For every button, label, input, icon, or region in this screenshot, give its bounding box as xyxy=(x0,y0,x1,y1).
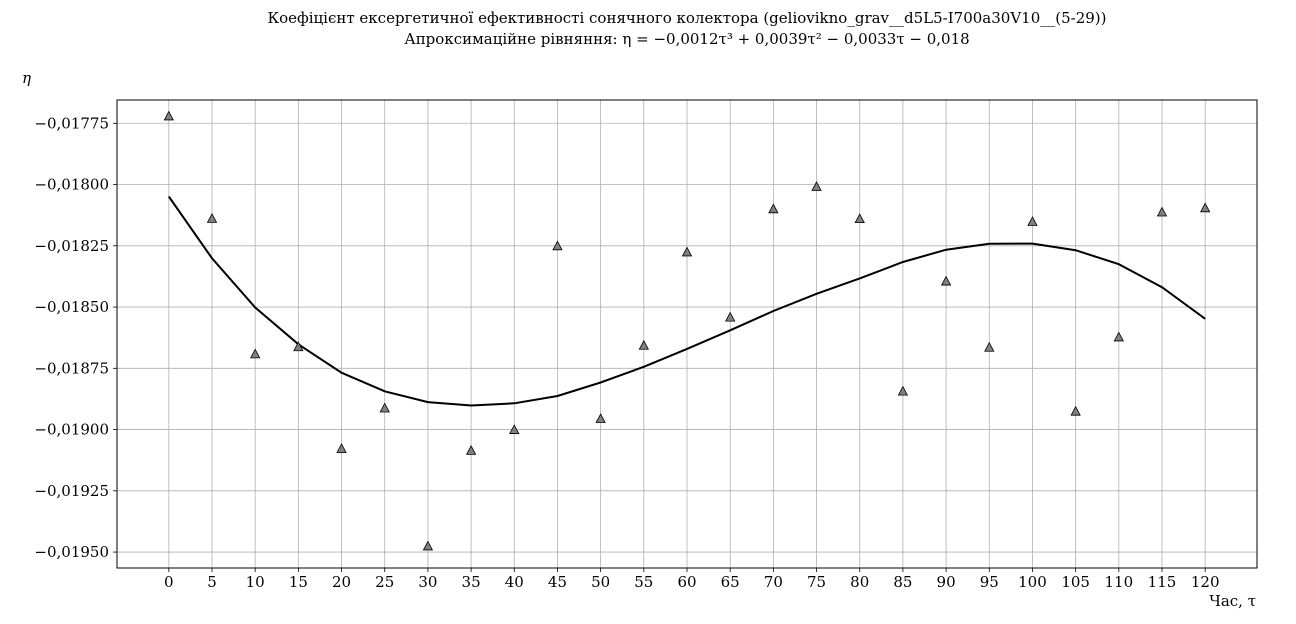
plot-frame xyxy=(116,99,1258,569)
approximation-line xyxy=(167,195,1206,407)
x-tick-label: 50 xyxy=(591,573,610,591)
x-tick-label: 110 xyxy=(1104,573,1133,591)
data-point-triangle xyxy=(422,540,434,551)
x-tick-label: 25 xyxy=(375,573,394,591)
x-tick-label: 55 xyxy=(634,573,653,591)
data-point-triangle xyxy=(163,110,174,121)
data-point-triangle xyxy=(552,240,563,251)
x-tick-label: 70 xyxy=(764,573,783,591)
x-axis-label: Час, τ xyxy=(1209,592,1256,610)
x-tick-label: 85 xyxy=(893,573,912,591)
x-tick-label: 115 xyxy=(1148,573,1177,591)
data-point-triangle xyxy=(1200,202,1211,213)
data-point-triangle xyxy=(897,385,909,396)
y-tick-label: −0,01800 xyxy=(34,176,109,194)
data-point-triangle xyxy=(1113,331,1124,342)
x-tick-label: 95 xyxy=(980,573,999,591)
data-point-triangle xyxy=(250,348,261,359)
data-point-triangle xyxy=(1070,405,1081,416)
data-point-triangle xyxy=(595,413,606,423)
data-point-triangle xyxy=(854,213,865,223)
x-tick-label: 100 xyxy=(1018,573,1047,591)
x-tick-label: 10 xyxy=(246,573,265,591)
x-tick-label: 90 xyxy=(937,573,956,591)
data-point-triangle xyxy=(681,246,693,257)
data-point-triangle xyxy=(1156,206,1168,217)
x-tick-label: 105 xyxy=(1061,573,1090,591)
data-point-triangle xyxy=(984,341,995,352)
x-tick-label: 0 xyxy=(164,573,174,591)
data-point-triangle xyxy=(509,424,520,434)
y-axis-label: η xyxy=(22,69,31,87)
data-point-triangle xyxy=(638,339,649,350)
y-tick-label: −0,01925 xyxy=(34,482,109,500)
chart-title: Коефіцієнт ексергетичної ефективності со… xyxy=(267,9,1107,27)
x-tick-label: 5 xyxy=(207,573,217,591)
x-tick-label: 65 xyxy=(721,573,740,591)
data-point-triangle xyxy=(725,311,736,322)
data-point-triangle xyxy=(811,181,822,191)
data-point-triangle xyxy=(1027,216,1038,226)
data-point-triangle xyxy=(206,212,218,223)
data-point-triangle xyxy=(768,203,779,214)
x-tick-label: 75 xyxy=(807,573,826,591)
x-tick-label: 120 xyxy=(1191,573,1220,591)
chart-subtitle: Апроксимаційне рівняння: η = −0,0012τ³ +… xyxy=(404,30,970,48)
y-tick-label: −0,01950 xyxy=(34,543,109,561)
y-tick-label: −0,01875 xyxy=(34,359,109,377)
x-tick-label: 20 xyxy=(332,573,351,591)
x-tick-label: 40 xyxy=(505,573,524,591)
x-tick-label: 80 xyxy=(850,573,869,591)
x-tick-label: 60 xyxy=(677,573,696,591)
data-point-triangle xyxy=(465,445,477,455)
data-point-triangle xyxy=(293,341,304,352)
x-tick-label: 30 xyxy=(418,573,437,591)
data-point-triangle xyxy=(379,402,390,413)
y-tick-label: −0,01775 xyxy=(34,114,109,132)
y-tick-label: −0,01825 xyxy=(34,237,109,255)
data-point-triangle xyxy=(336,443,347,453)
y-tick-label: −0,01850 xyxy=(34,298,109,316)
x-tick-label: 15 xyxy=(289,573,308,591)
y-tick-label: −0,01900 xyxy=(34,421,109,439)
x-tick-label: 45 xyxy=(548,573,567,591)
x-tick-label: 35 xyxy=(462,573,481,591)
data-point-triangle xyxy=(940,275,952,286)
